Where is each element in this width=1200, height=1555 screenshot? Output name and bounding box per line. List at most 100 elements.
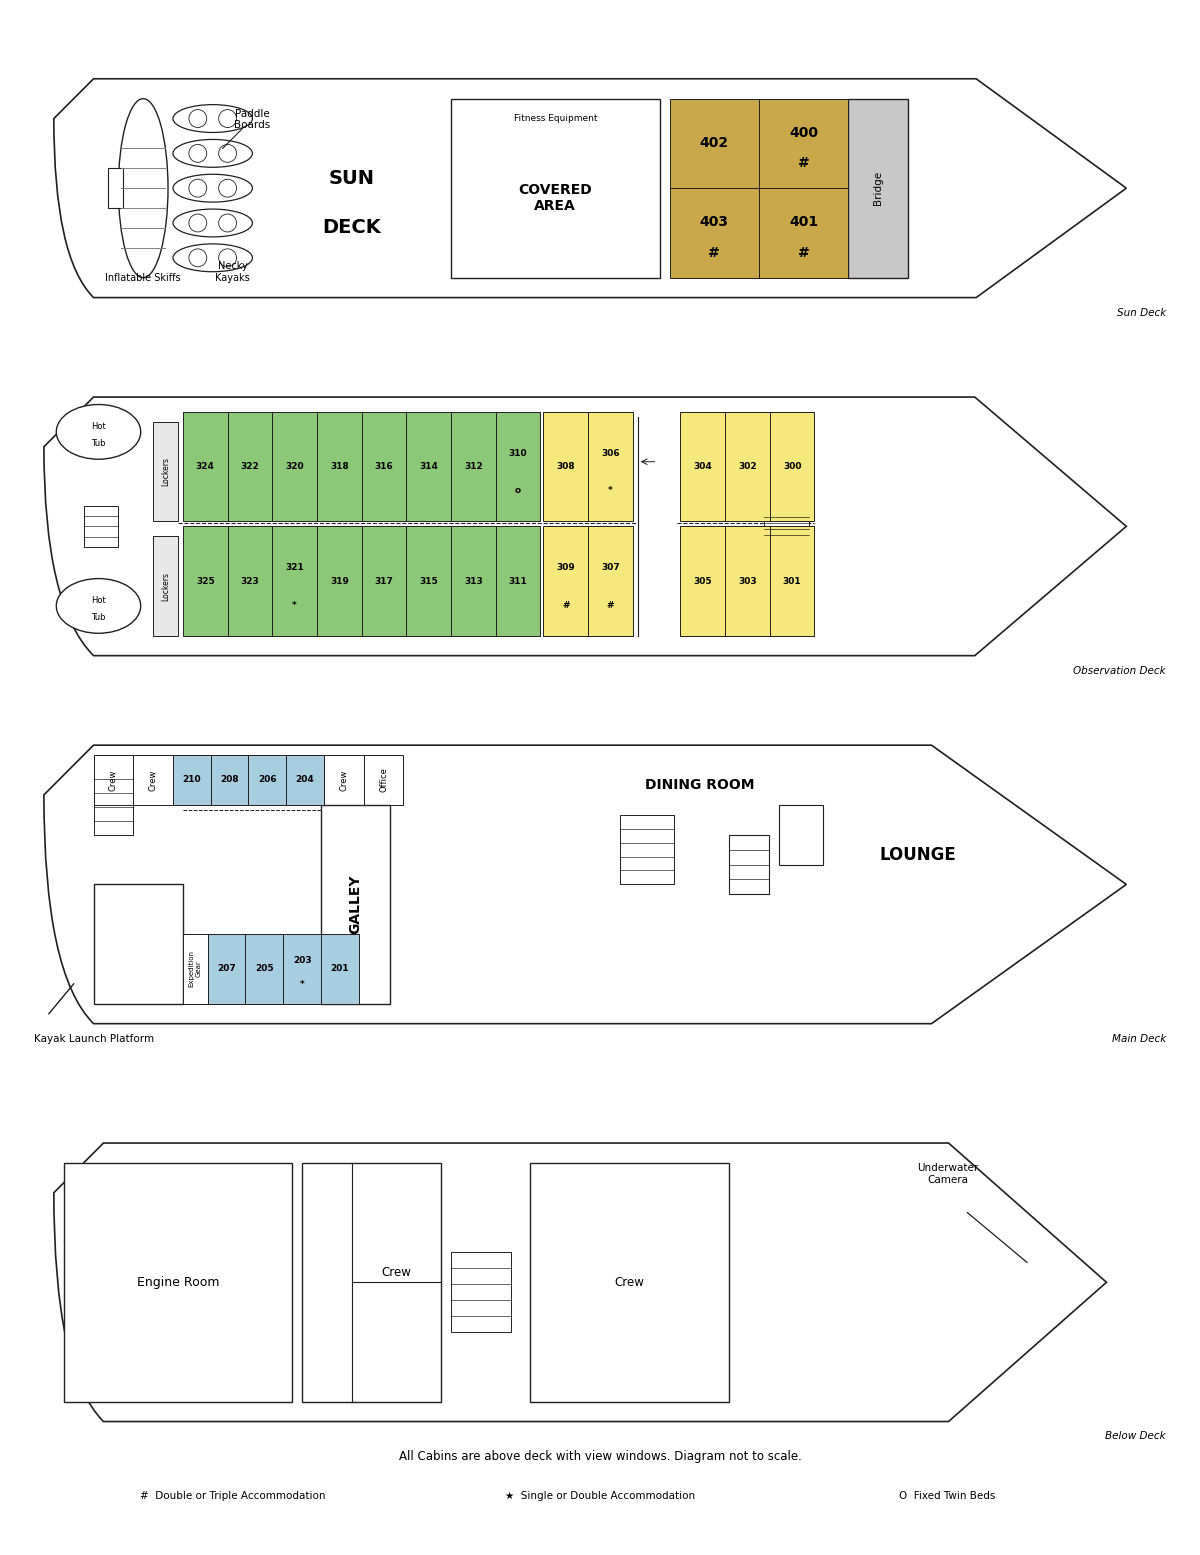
- Bar: [725, 526, 770, 636]
- Bar: [133, 756, 173, 805]
- Text: *: *: [300, 980, 305, 989]
- Text: 306: 306: [601, 449, 619, 459]
- Text: 321: 321: [286, 563, 304, 572]
- Text: 305: 305: [694, 577, 712, 586]
- Text: Below Deck: Below Deck: [1105, 1432, 1166, 1441]
- Text: GALLEY: GALLEY: [349, 874, 362, 935]
- Bar: [680, 412, 725, 521]
- Bar: [182, 526, 228, 636]
- Bar: [246, 935, 283, 1005]
- Bar: [228, 526, 272, 636]
- Bar: [758, 98, 848, 188]
- Text: 206: 206: [258, 776, 277, 784]
- Bar: [361, 412, 407, 521]
- Ellipse shape: [56, 404, 140, 459]
- Bar: [64, 1163, 292, 1401]
- Bar: [317, 412, 361, 521]
- Text: LOUNGE: LOUNGE: [880, 846, 956, 863]
- Text: *: *: [608, 487, 613, 494]
- Text: #: #: [798, 156, 810, 169]
- Text: Bridge: Bridge: [874, 171, 883, 205]
- Text: SUN: SUN: [329, 169, 374, 188]
- Text: Tub: Tub: [91, 440, 106, 448]
- Text: #: #: [562, 600, 570, 610]
- Ellipse shape: [188, 215, 206, 232]
- Bar: [228, 412, 272, 521]
- Bar: [764, 512, 809, 541]
- Text: Underwater
Camera: Underwater Camera: [917, 1163, 978, 1185]
- Text: Tub: Tub: [91, 613, 106, 622]
- Text: 307: 307: [601, 563, 620, 572]
- Text: 315: 315: [419, 577, 438, 586]
- Text: 403: 403: [700, 215, 728, 229]
- Bar: [670, 188, 758, 278]
- Text: 203: 203: [293, 956, 311, 966]
- Text: 204: 204: [295, 776, 314, 784]
- Text: Kayak Launch Platform: Kayak Launch Platform: [34, 1034, 154, 1043]
- Text: 323: 323: [240, 577, 259, 586]
- Text: ★  Single or Double Accommodation: ★ Single or Double Accommodation: [505, 1491, 695, 1501]
- Text: 201: 201: [330, 964, 349, 973]
- PathPatch shape: [44, 397, 1127, 656]
- Text: 304: 304: [694, 462, 712, 471]
- Text: 322: 322: [240, 462, 259, 471]
- Text: 325: 325: [196, 577, 215, 586]
- Bar: [108, 168, 124, 208]
- Text: Paddle
Boards: Paddle Boards: [234, 109, 270, 131]
- Text: 401: 401: [790, 215, 818, 229]
- Text: Necky
Kayaks: Necky Kayaks: [215, 261, 250, 283]
- Bar: [451, 412, 496, 521]
- Ellipse shape: [218, 215, 236, 232]
- Text: 324: 324: [196, 462, 215, 471]
- Bar: [283, 935, 320, 1005]
- Bar: [779, 805, 823, 865]
- Text: *: *: [293, 600, 298, 610]
- Ellipse shape: [173, 244, 252, 272]
- Bar: [208, 935, 246, 1005]
- Text: 314: 314: [419, 462, 438, 471]
- Text: 210: 210: [182, 776, 202, 784]
- Bar: [407, 526, 451, 636]
- Ellipse shape: [119, 98, 168, 278]
- Text: Engine Room: Engine Room: [137, 1275, 220, 1289]
- Bar: [94, 885, 182, 1005]
- Bar: [317, 526, 361, 636]
- Bar: [725, 412, 770, 521]
- Bar: [84, 505, 119, 547]
- Ellipse shape: [218, 249, 236, 267]
- Text: 301: 301: [782, 577, 802, 586]
- Text: 310: 310: [509, 449, 527, 459]
- Text: 208: 208: [221, 776, 239, 784]
- Bar: [451, 526, 496, 636]
- Bar: [361, 526, 407, 636]
- Text: Crew: Crew: [149, 770, 157, 790]
- Bar: [848, 98, 908, 278]
- Text: Hot: Hot: [91, 597, 106, 605]
- Bar: [451, 98, 660, 278]
- Bar: [451, 1252, 511, 1333]
- Text: O  Fixed Twin Beds: O Fixed Twin Beds: [899, 1491, 996, 1501]
- Ellipse shape: [218, 179, 236, 197]
- Text: 302: 302: [738, 462, 757, 471]
- Bar: [182, 412, 228, 521]
- Text: DECK: DECK: [323, 218, 382, 238]
- Text: Office: Office: [379, 768, 388, 793]
- Text: All Cabins are above deck with view windows. Diagram not to scale.: All Cabins are above deck with view wind…: [398, 1449, 802, 1463]
- Ellipse shape: [173, 140, 252, 168]
- Text: Crew: Crew: [340, 770, 348, 790]
- Bar: [670, 98, 758, 188]
- Ellipse shape: [218, 145, 236, 162]
- Text: Crew: Crew: [614, 1275, 644, 1289]
- PathPatch shape: [44, 745, 1127, 1023]
- Ellipse shape: [218, 109, 236, 128]
- Bar: [94, 765, 133, 835]
- Text: 319: 319: [330, 577, 349, 586]
- Bar: [364, 756, 403, 805]
- Text: 400: 400: [790, 126, 818, 140]
- Bar: [272, 412, 317, 521]
- Bar: [286, 756, 324, 805]
- Text: 311: 311: [509, 577, 528, 586]
- Text: 313: 313: [464, 577, 482, 586]
- Bar: [272, 526, 317, 636]
- PathPatch shape: [54, 1143, 1106, 1421]
